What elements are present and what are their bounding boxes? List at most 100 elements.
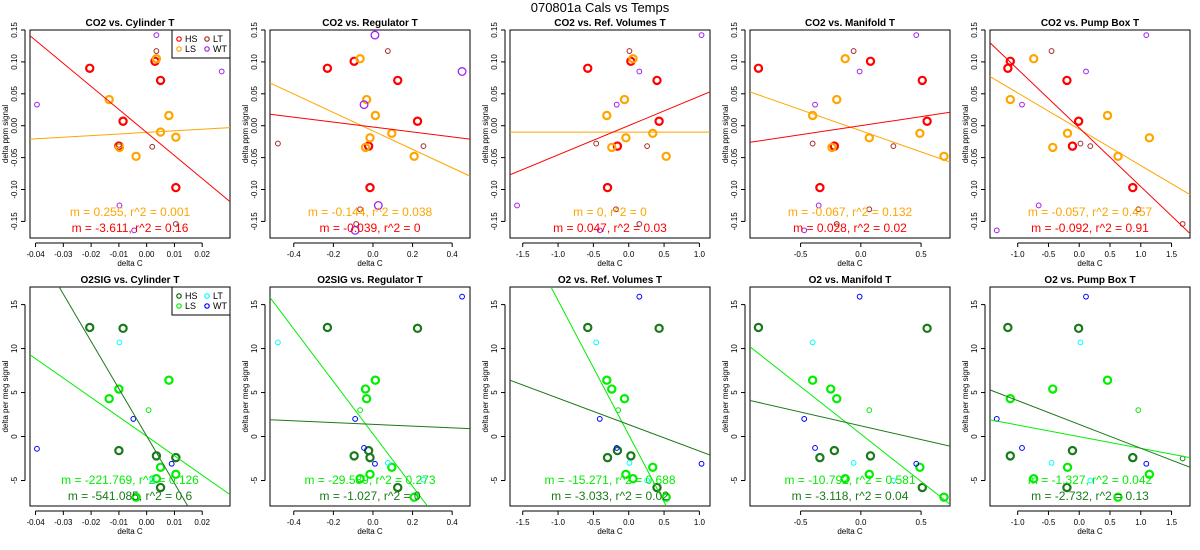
points-group [34, 32, 225, 234]
data-point-hs [865, 451, 876, 461]
fit-stats-label: m = -0.039, r^2 = 0 [319, 221, 420, 235]
data-point-wt [698, 32, 705, 39]
data-point-wt [1019, 101, 1025, 108]
x-tick-label: 0.00 [139, 250, 155, 259]
data-point-hs [1067, 445, 1078, 456]
data-point-ls [915, 462, 925, 473]
x-axis-label: delta C [1077, 527, 1103, 536]
y-tick-label: 10 [10, 344, 19, 353]
fit-line-ls [30, 127, 230, 140]
fit-line-ls [990, 76, 1190, 196]
data-point-wt [1143, 460, 1150, 467]
scatter-panel-2: CO2 vs. Regulator T -0.4 -0.2 0.0 0.2 0.4 delt… [241, 18, 471, 268]
panel-title: CO2 vs. Pump Box T [1041, 18, 1139, 29]
x-tick-label: -1.0 [551, 250, 565, 259]
points-group [993, 32, 1186, 234]
data-point-lt [1087, 477, 1094, 484]
data-point-lt [1048, 460, 1055, 466]
y-tick-label: 5 [10, 390, 19, 395]
data-point-hs [412, 116, 423, 126]
x-axis-label: delta C [597, 259, 623, 268]
points-group [34, 322, 181, 502]
data-point-lt [115, 141, 122, 148]
data-point-ls [661, 492, 671, 502]
x-axis-label: delta C [597, 527, 623, 536]
data-point-wt [131, 227, 138, 234]
data-point-lt [1048, 48, 1055, 54]
y-tick-label: 0.10 [970, 54, 979, 70]
legend-label: LT [213, 34, 223, 44]
data-point-wt [812, 445, 818, 451]
y-tick-label: 15 [970, 300, 979, 309]
plot-frame [509, 29, 711, 239]
panel-title: CO2 vs. Regulator T [322, 18, 418, 29]
y-tick-label: 5 [970, 390, 979, 395]
fit-stats-label: m = -221.769, r^2 = 0.126 [61, 473, 199, 487]
data-point-lt [1087, 143, 1094, 150]
data-point-ls [864, 133, 874, 143]
data-point-ls [360, 384, 371, 394]
data-point-ls [1113, 492, 1123, 502]
y-tick-label: 0.15 [730, 22, 739, 38]
data-point-ls [1062, 128, 1073, 139]
panel-title: O2SIG vs. Cylinder T [81, 275, 180, 286]
panel-title: CO2 vs. Cylinder T [86, 18, 175, 29]
x-tick-label: 0.0 [1074, 518, 1086, 527]
data-point-hs [753, 322, 764, 333]
y-tick-label: -0.05 [490, 148, 499, 167]
y-tick-label: -0.10 [10, 180, 19, 199]
fit-line-hs [270, 419, 470, 430]
data-point-ls-small [866, 407, 873, 414]
y-tick-label: 0 [10, 434, 19, 439]
data-point-ls [826, 384, 836, 394]
data-point-lt [890, 143, 897, 150]
points-group [993, 293, 1186, 502]
data-point-hs [583, 63, 593, 73]
data-point-hs [393, 75, 403, 86]
legend-marker [176, 303, 182, 309]
data-point-hs [322, 322, 333, 333]
x-axis-label: delta C [117, 259, 143, 268]
y-tick-label: 5 [730, 390, 739, 395]
data-point-ls-small [357, 407, 363, 414]
data-point-hs [85, 322, 95, 333]
data-point-hs [753, 63, 764, 73]
x-tick-label: 0.0 [855, 518, 867, 527]
fit-stats-label: m = -0.067, r^2 = 0.132 [788, 205, 913, 219]
data-point-wt [373, 201, 383, 210]
x-tick-label: 0.02 [194, 518, 210, 527]
x-tick-label: -1.5 [516, 250, 530, 259]
data-point-ls [1102, 110, 1113, 121]
y-tick-label: 0.10 [730, 54, 739, 70]
data-point-hs [652, 482, 662, 493]
data-point-wt [913, 460, 920, 467]
x-tick-label: 1.0 [1135, 518, 1147, 527]
data-point-ls [164, 110, 174, 121]
scatter-panel-7: O2SIG vs. Regulator T -0.4 -0.2 0.0 0.2 0.4 de… [241, 275, 471, 536]
data-point-ls [1028, 54, 1039, 64]
fit-line-hs [990, 389, 1190, 468]
legend-label: LT [213, 291, 223, 301]
x-tick-label: -1.0 [1011, 250, 1025, 259]
data-point-ls [628, 474, 638, 484]
data-point-ls [619, 393, 630, 404]
data-point-hs [155, 75, 166, 86]
x-tick-label: 0.0 [367, 518, 379, 527]
data-point-hs [917, 482, 927, 493]
scatter-panel-4: CO2 vs. Manifold T -0.5 0.0 0.5 delta C -0.15… [721, 18, 951, 268]
panel-title: CO2 vs. Ref. Volumes T [554, 18, 666, 29]
y-tick-label: -0.05 [730, 148, 739, 167]
y-axis-label: delta per meg signal [721, 360, 730, 432]
y-tick-label: -5 [490, 476, 499, 484]
y-tick-label: 0.05 [730, 85, 739, 101]
data-point-wt [596, 416, 603, 422]
legend-label: WT [213, 301, 227, 311]
y-tick-label: -0.15 [490, 212, 499, 231]
scatter-panel-5: CO2 vs. Pump Box T -1.0 -0.5 0.0 0.5 1.0 1.5 de… [961, 18, 1191, 268]
data-point-wt [168, 460, 175, 467]
fit-line-ls [30, 354, 230, 495]
data-point-wt [116, 202, 123, 209]
x-tick-label: 1.0 [1135, 250, 1147, 259]
y-tick-label: 0.00 [490, 117, 499, 133]
x-tick-label: -0.5 [586, 518, 600, 527]
